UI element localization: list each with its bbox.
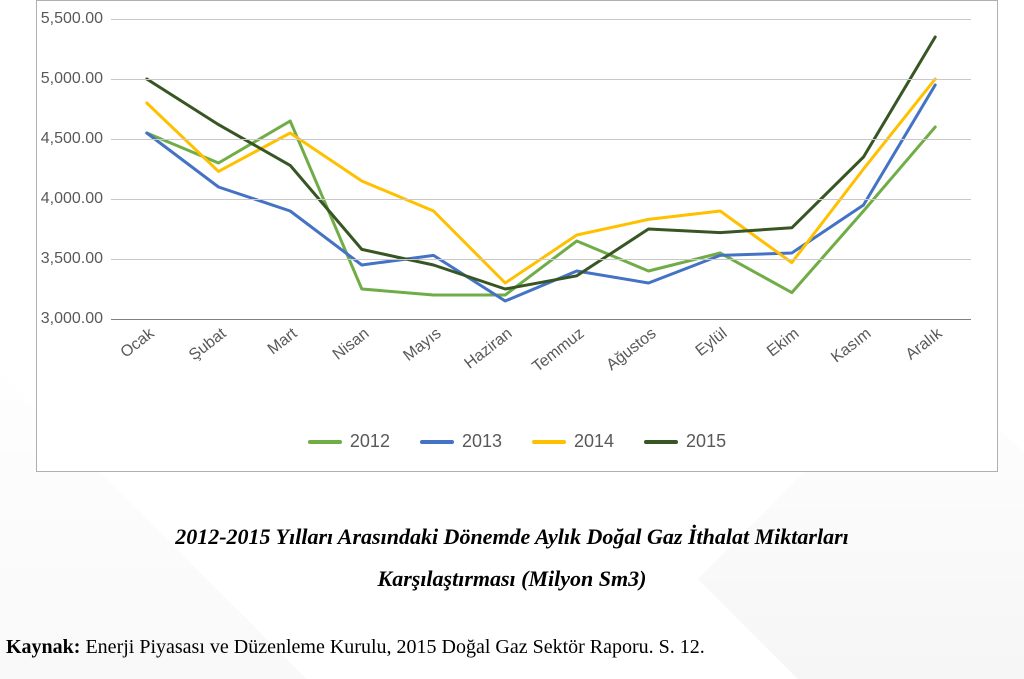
chart-caption-line1: 2012-2015 Yılları Arasındaki Dönemde Ayl… bbox=[0, 524, 1024, 550]
legend-label: 2013 bbox=[462, 431, 502, 452]
gridline bbox=[111, 19, 971, 20]
y-axis-tick-label: 4,500.00 bbox=[41, 130, 103, 148]
legend-item-2012: 2012 bbox=[308, 431, 390, 452]
y-axis-tick-label: 5,500.00 bbox=[41, 10, 103, 28]
y-axis-tick-label: 3,000.00 bbox=[41, 310, 103, 328]
legend-item-2015: 2015 bbox=[644, 431, 726, 452]
legend-label: 2012 bbox=[350, 431, 390, 452]
legend-swatch bbox=[420, 440, 454, 444]
series-line-2015 bbox=[147, 37, 935, 289]
legend-label: 2014 bbox=[574, 431, 614, 452]
chart-legend: 2012 2013 2014 2015 bbox=[37, 431, 997, 452]
y-axis-tick-label: 5,000.00 bbox=[41, 70, 103, 88]
legend-item-2014: 2014 bbox=[532, 431, 614, 452]
gridline bbox=[111, 79, 971, 80]
chart-caption-line2: Karşılaştırması (Milyon Sm3) bbox=[0, 566, 1024, 592]
source-citation: Kaynak: Enerji Piyasası ve Düzenleme Kur… bbox=[0, 636, 705, 659]
source-label: Kaynak: bbox=[6, 636, 80, 658]
y-axis-tick-label: 3,500.00 bbox=[41, 250, 103, 268]
legend-item-2013: 2013 bbox=[420, 431, 502, 452]
chart-lines-svg bbox=[111, 19, 971, 319]
series-line-2014 bbox=[147, 79, 935, 283]
gridline bbox=[111, 259, 971, 260]
legend-swatch bbox=[532, 440, 566, 444]
gridline bbox=[111, 199, 971, 200]
legend-swatch bbox=[308, 440, 342, 444]
chart-container: 3,000.00 3,500.00 4,000.00 4,500.00 5,000.00… bbox=[36, 0, 998, 472]
gridline bbox=[111, 139, 971, 140]
legend-swatch bbox=[644, 440, 678, 444]
legend-label: 2015 bbox=[686, 431, 726, 452]
y-axis-tick-label: 4,000.00 bbox=[41, 190, 103, 208]
plot-area: 3,000.003,500.004,000.004,500.005,000.00… bbox=[111, 19, 971, 319]
source-text: Enerji Piyasası ve Düzenleme Kurulu, 201… bbox=[80, 636, 704, 658]
